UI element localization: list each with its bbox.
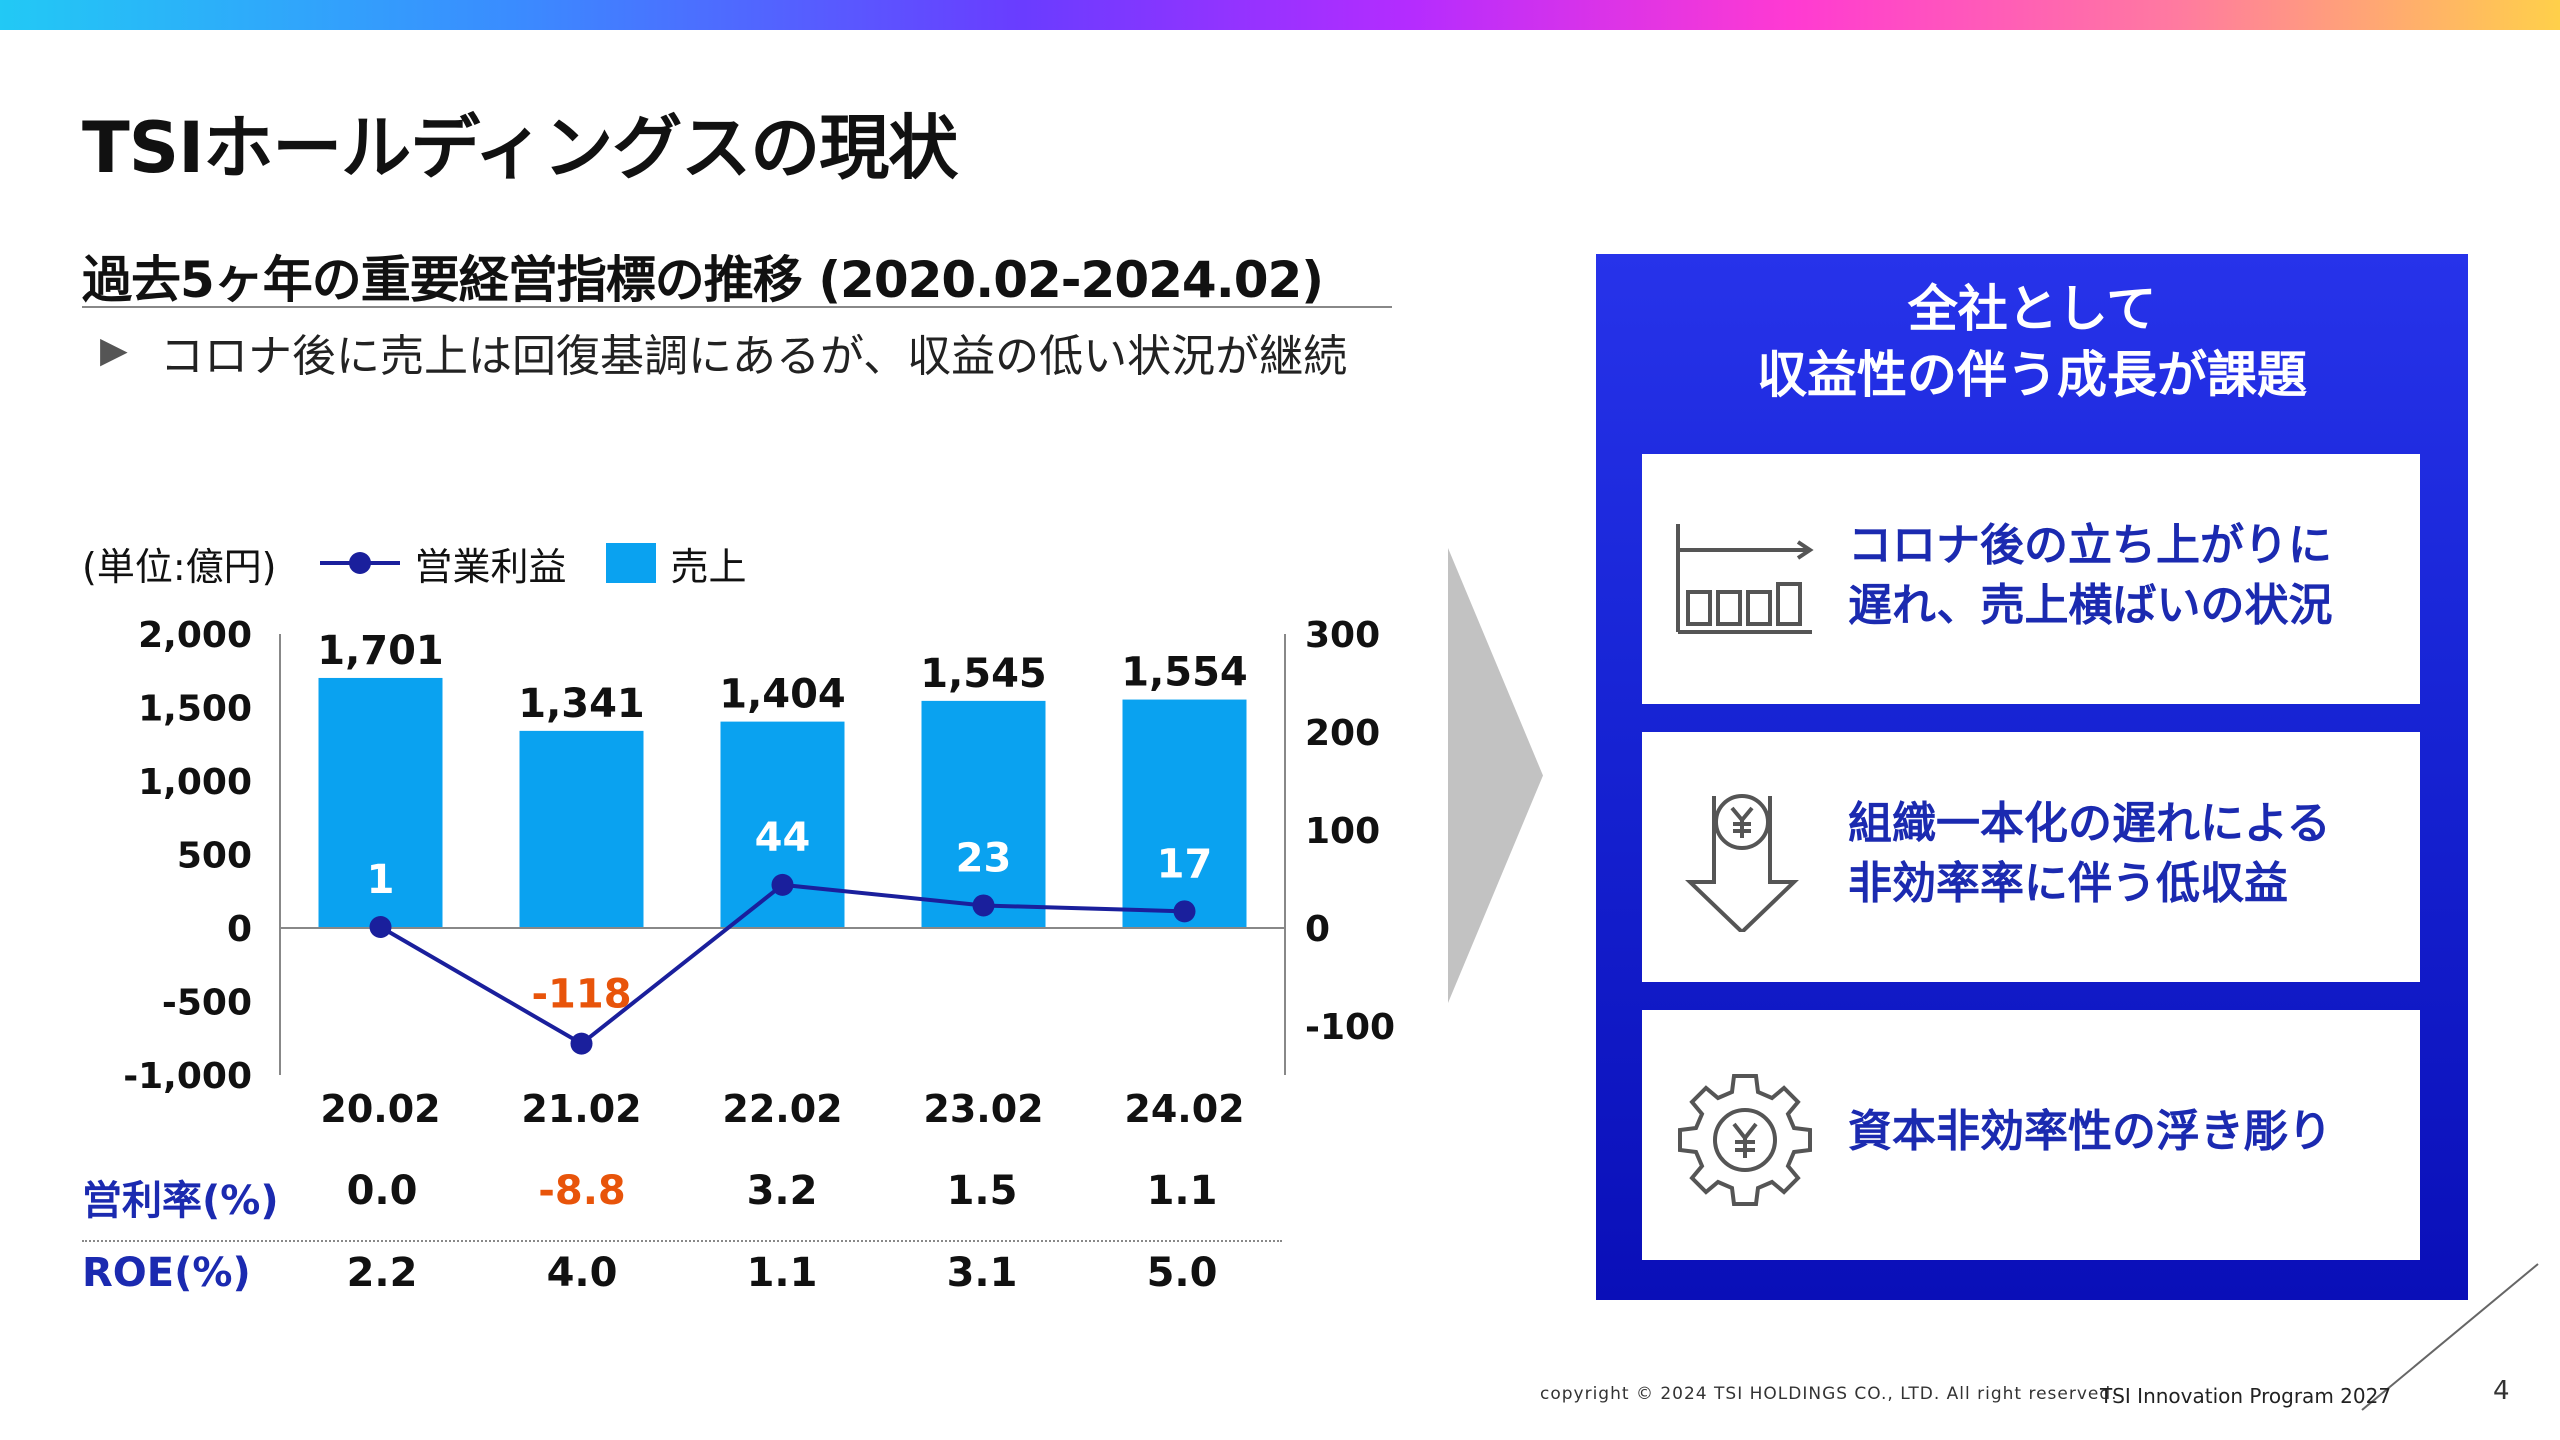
issue-card-sales: コロナ後の立ち上がりに 遅れ、売上横ばいの状況 [1642,454,2420,704]
bullet-marker-icon: ▶ [100,330,128,371]
bullet-text: コロナ後に売上は回復基調にあるが、収益の低い状況が継続 [160,331,1348,382]
left-axis-tick-label: 0 [227,909,252,950]
issue-panel: 全社として 収益性の伴う成長が課題 コロナ後の立ち上がりに 遅れ、売上横ばいの状… [1596,254,2468,1300]
combo-chart: 2,000 1,500 1,000 500 0 -500 -1,000 300 200 100 0 -… [123,615,1395,1131]
program-name: TSI Innovation Program 2027 [2100,1384,2392,1408]
left-axis-tick-label: 1,500 [138,689,252,730]
bar-sales [921,700,1046,928]
operating-profit-point [1173,900,1196,923]
table-cell: 0.0 [346,1168,418,1214]
x-axis-category-label: 20.02 [320,1087,440,1131]
table-cell: 5.0 [1146,1250,1218,1296]
operating-profit-point [570,1032,593,1055]
chart-legend: (単位:億円) 営業利益 売上 [82,535,747,591]
left-axis-tick-label: -500 [162,983,252,1024]
operating-profit-point [972,894,995,917]
right-axis-tick-label: -100 [1305,1007,1395,1048]
table-cell: 3.2 [746,1168,818,1214]
x-axis-category-label: 23.02 [923,1087,1043,1131]
operating-profit-label: 1 [367,857,395,903]
page-title: TSIホールディングスの現状 [82,107,958,189]
x-axis-category-label: 21.02 [521,1087,641,1131]
issue-card-efficiency: 組織一本化の遅れによる 非効率率に伴う低収益 [1642,732,2420,982]
footer-diagonal-line [2361,1263,2539,1411]
table-label-roe: ROE(%) [82,1250,251,1296]
operating-profit-label: 44 [755,815,811,861]
left-axis-tick-label: -1,000 [123,1056,252,1097]
legend-line-icon [320,552,401,574]
panel-title-line1: 全社として [1907,280,2157,338]
operating-profit-label: -118 [531,972,631,1018]
x-axis-category-label: 22.02 [722,1087,842,1131]
top-gradient-bar [0,0,2560,30]
right-axis-tick-label: 200 [1305,713,1380,754]
right-arrow-icon [1448,548,1543,1003]
table-cell: 1.1 [1146,1168,1218,1214]
right-axis-tick-label: 100 [1305,811,1380,852]
operating-profit-point [771,873,794,896]
section-divider [82,306,1392,308]
issue-card-text: 資本非効率性の浮き彫り [1848,1102,2408,1162]
panel-title: 全社として 収益性の伴う成長が課題 [1596,276,2468,408]
yen-down-arrow-icon [1685,794,1799,932]
operating-profit-label: 17 [1157,841,1213,887]
bar-sales [1122,699,1247,928]
bar-value-label: 1,341 [518,681,645,727]
section-title: 過去5ヶ年の重要経営指標の推移 (2020.02-2024.02) [82,251,1324,309]
table-divider [82,1240,1282,1242]
bar-sales [519,730,644,928]
bar-value-label: 1,701 [317,628,444,674]
table-cell-negative: -8.8 [538,1168,626,1214]
left-axis-tick-label: 2,000 [138,615,252,656]
left-axis-tick-label: 1,000 [138,762,252,803]
issue-card-capital: 資本非効率性の浮き彫り [1642,1010,2420,1260]
bar-value-label: 1,404 [719,672,846,718]
right-axis-tick-label: 300 [1305,615,1380,656]
legend-bar-swatch [606,543,657,583]
issue-card-line1: 組織一本化の遅れによる [1848,798,2331,849]
operating-profit-label: 23 [956,835,1012,881]
panel-title-line2: 収益性の伴う成長が課題 [1757,346,2307,404]
bar-value-label: 1,545 [920,651,1047,697]
table-cell: 4.0 [546,1250,618,1296]
legend-bar-label: 売上 [670,544,747,589]
table-cell: 3.1 [946,1250,1018,1296]
operating-profit-point [369,916,392,939]
issue-card-text: コロナ後の立ち上がりに 遅れ、売上横ばいの状況 [1848,516,2408,636]
right-axis-tick-label: 0 [1305,909,1330,950]
table-cell: 1.1 [746,1250,818,1296]
issue-card-line2: 遅れ、売上横ばいの状況 [1848,580,2333,631]
table-cell: 1.5 [946,1168,1018,1214]
copyright-text: copyright © 2024 TSI HOLDINGS CO., LTD. … [1540,1384,2118,1404]
bar-chart-flat-icon [1676,524,1814,634]
unit-label: (単位:億円) [82,544,277,589]
legend-line-label: 営業利益 [414,544,567,589]
left-axis-tick-label: 500 [177,836,252,877]
x-axis-category-label: 24.02 [1124,1087,1244,1131]
yen-gear-icon [1678,1074,1812,1206]
bar-value-label: 1,554 [1121,650,1248,696]
issue-card-line2: 非効率率に伴う低収益 [1848,858,2288,909]
issue-card-line1: コロナ後の立ち上がりに [1848,520,2332,571]
table-label-margin: 営利率(%) [82,1178,279,1224]
issue-card-line1: 資本非効率性の浮き彫り [1848,1106,2332,1157]
issue-card-text: 組織一本化の遅れによる 非効率率に伴う低収益 [1848,794,2408,914]
bar-sales [318,677,443,928]
page-number: 4 [2493,1376,2510,1406]
table-cell: 2.2 [346,1250,418,1296]
